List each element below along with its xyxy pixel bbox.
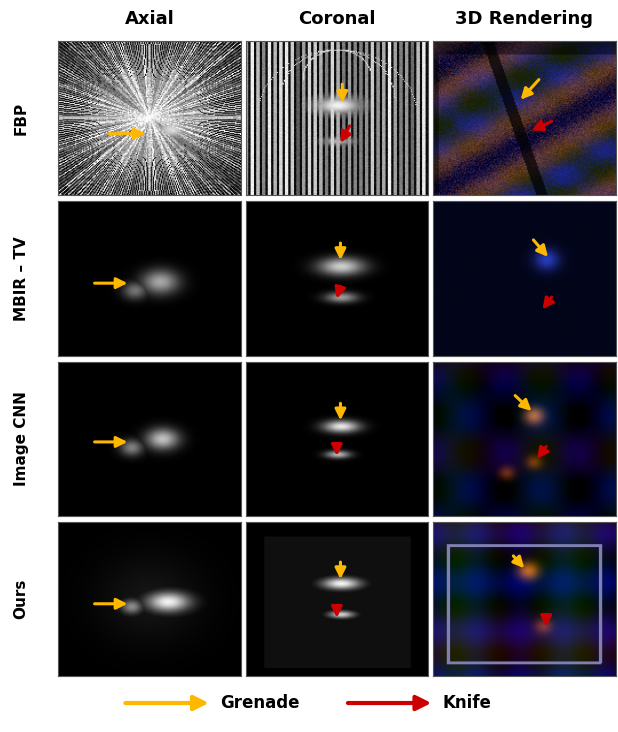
Text: Knife: Knife: [442, 694, 491, 712]
Text: Grenade: Grenade: [220, 694, 300, 712]
Text: Axial: Axial: [124, 10, 174, 28]
Text: Ours: Ours: [14, 579, 28, 619]
Text: Coronal: Coronal: [298, 10, 376, 28]
Text: MBIR – TV: MBIR – TV: [14, 236, 28, 321]
Text: FBP: FBP: [14, 102, 28, 135]
Text: 3D Rendering: 3D Rendering: [455, 10, 593, 28]
Text: Image CNN: Image CNN: [14, 392, 28, 486]
